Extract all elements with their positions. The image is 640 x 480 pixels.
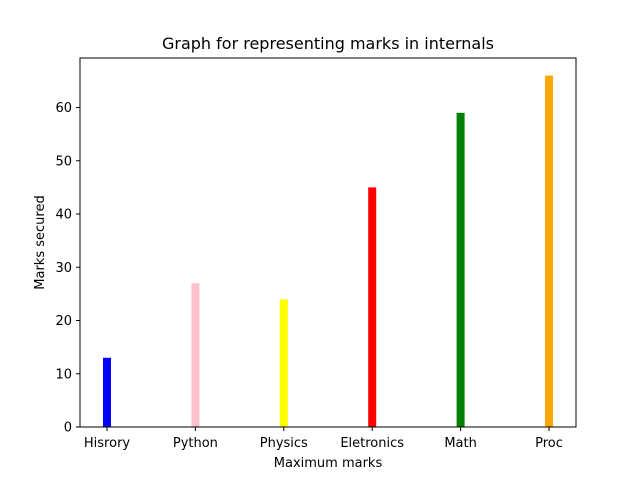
y-tick-label: 10 — [55, 367, 72, 382]
y-axis-label: Marks secured — [33, 195, 48, 289]
x-tick-label: Math — [444, 436, 477, 451]
y-tick-label: 20 — [55, 314, 72, 329]
y-tick-label: 50 — [55, 154, 72, 169]
y-tick-label: 0 — [64, 421, 72, 436]
bar-physics — [279, 299, 288, 427]
y-axis: 0 10 20 30 40 50 60 — [55, 101, 80, 436]
y-tick-label: 30 — [55, 261, 72, 276]
x-tick-label: Python — [173, 436, 218, 451]
bar-hisrory — [103, 357, 111, 427]
bars-group — [103, 75, 553, 428]
x-axis-label: Maximum marks — [274, 456, 383, 471]
x-tick-label: Physics — [260, 436, 308, 451]
x-axis: Hisrory Python Physics Eletronics Math Proc — [84, 427, 563, 451]
y-tick-label: 60 — [55, 101, 72, 116]
bar-math — [456, 112, 465, 428]
y-tick-label: 40 — [55, 208, 72, 223]
x-tick-label: Eletronics — [340, 436, 404, 451]
bar-python — [191, 283, 200, 427]
bar-proc — [545, 75, 553, 428]
bar-eletronics — [368, 187, 377, 427]
chart-title: Graph for representing marks in internal… — [162, 34, 494, 53]
plot-frame — [79, 57, 577, 428]
x-tick-label: Proc — [535, 436, 563, 451]
x-tick-label: Hisrory — [84, 436, 131, 451]
